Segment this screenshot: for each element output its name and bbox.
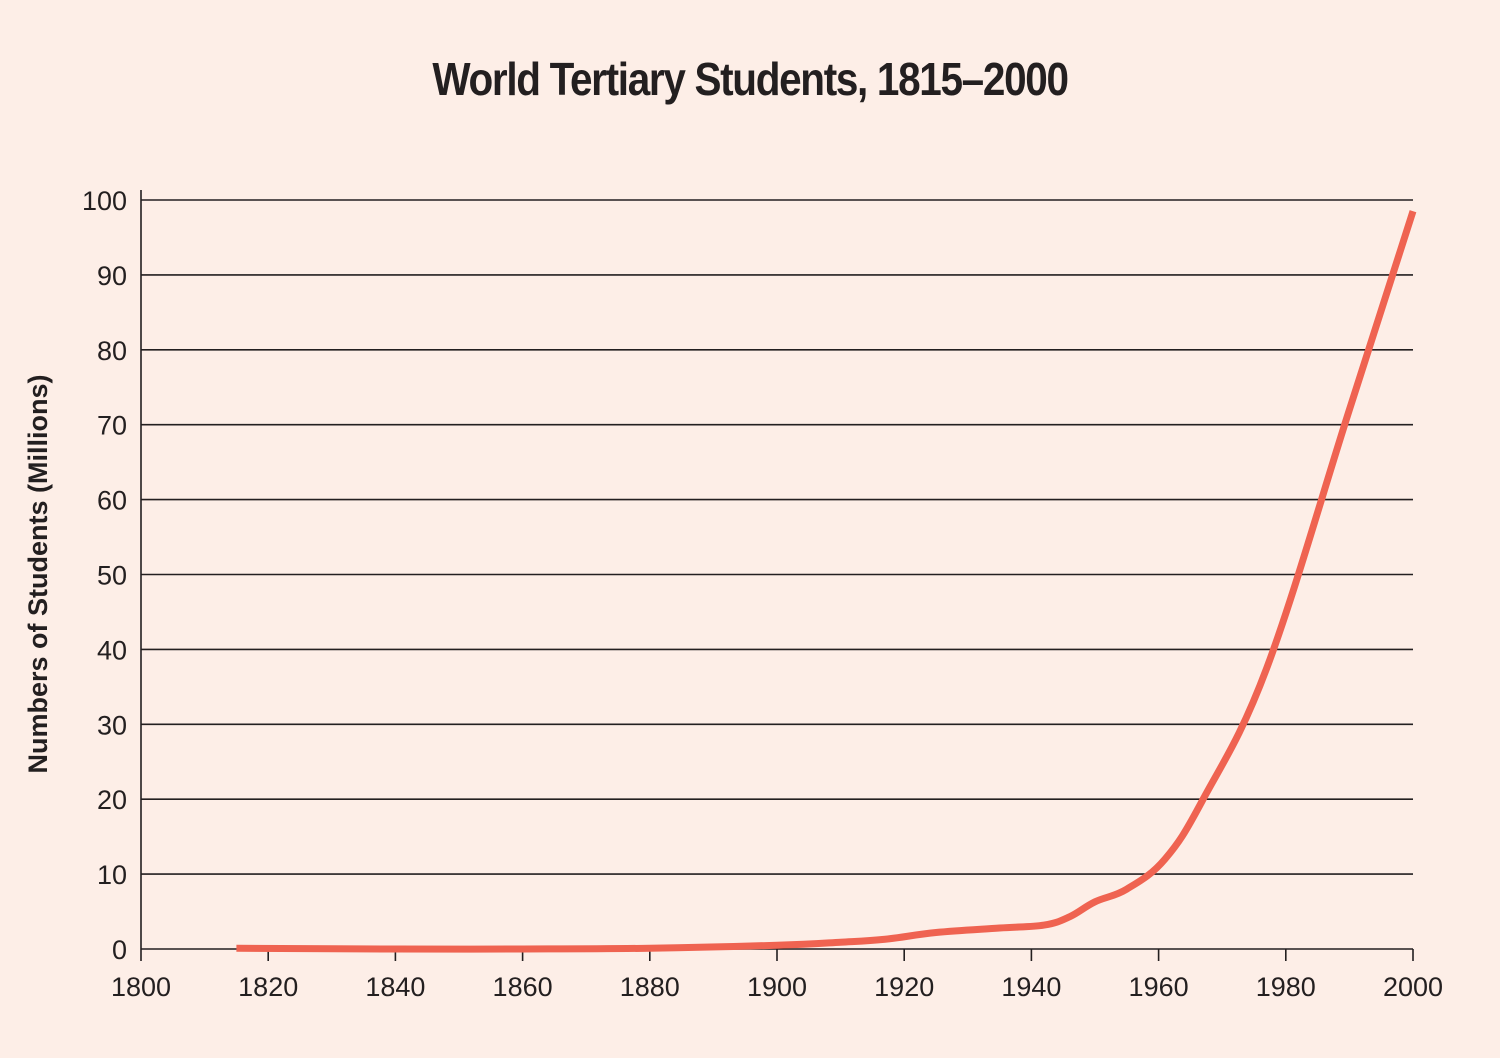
y-tick-label: 50	[97, 561, 127, 591]
y-tick-label: 90	[97, 261, 127, 291]
gridlines	[141, 199, 1413, 950]
y-tick-label: 0	[112, 935, 127, 965]
series-layer	[236, 210, 1417, 953]
x-tick-label: 1800	[111, 972, 171, 1002]
x-tick-label: 1860	[493, 972, 553, 1002]
x-tick-label: 1920	[874, 972, 934, 1002]
x-tick-label: 1840	[365, 972, 425, 1002]
y-tick-label: 10	[97, 860, 127, 890]
y-axis-label: Numbers of Students (Millions)	[23, 374, 53, 773]
chart-title: World Tertiary Students, 1815–2000	[432, 53, 1069, 105]
axes	[140, 190, 1414, 961]
y-tick-label: 100	[82, 186, 127, 216]
series-line	[236, 210, 1417, 953]
y-tick-label: 70	[97, 411, 127, 441]
y-tick-label: 20	[97, 785, 127, 815]
y-tick-label: 60	[97, 486, 127, 516]
x-tick-label: 1900	[747, 972, 807, 1002]
y-tick-label: 40	[97, 635, 127, 665]
x-tick-label: 1980	[1256, 972, 1316, 1002]
tick-labels: 0 10 20 30 40 50 60 70 80 90 100 1800 1820 1840 1860 18…	[82, 186, 1443, 1002]
x-tick-label: 2000	[1383, 972, 1443, 1002]
x-tick-label: 1960	[1129, 972, 1189, 1002]
x-tick-label: 1820	[238, 972, 298, 1002]
y-tick-label: 80	[97, 336, 127, 366]
y-tick-label: 30	[97, 710, 127, 740]
x-tick-label: 1880	[620, 972, 680, 1002]
x-tick-label: 1940	[1001, 972, 1061, 1002]
